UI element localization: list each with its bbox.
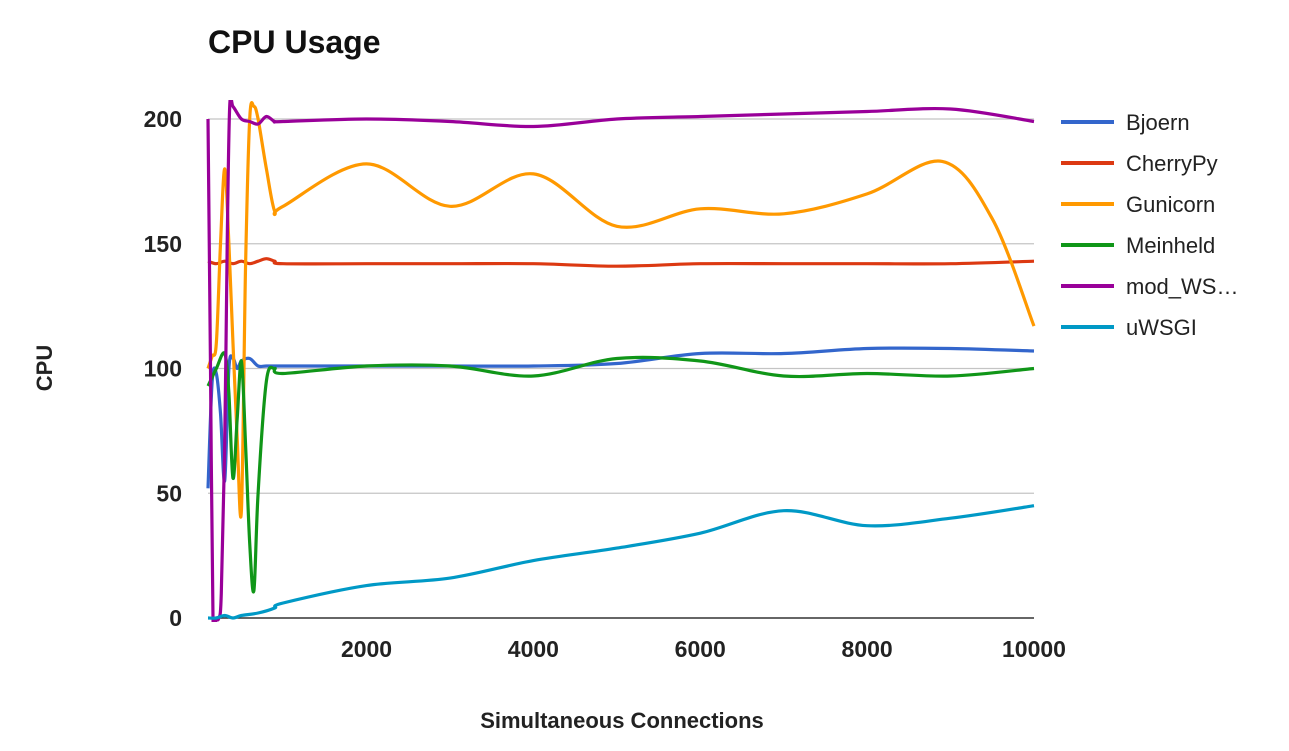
series-line bbox=[206, 101, 1036, 519]
y-axis-title: CPU bbox=[32, 345, 57, 391]
chart-title: CPU Usage bbox=[208, 24, 381, 60]
x-tick-label: 2000 bbox=[341, 636, 392, 662]
legend: Bjoern CherryPy Gunicorn Meinheld mod_WS… uWS… bbox=[1061, 110, 1238, 340]
x-axis: 2000 4000 6000 8000 10000 bbox=[341, 636, 1066, 662]
x-tick-label: 10000 bbox=[1002, 636, 1066, 662]
y-tick-label: 200 bbox=[144, 106, 182, 132]
legend-label: mod_WS… bbox=[1126, 274, 1238, 299]
series-line bbox=[207, 257, 1035, 268]
series-line bbox=[206, 351, 1035, 594]
plot-area bbox=[206, 100, 1036, 622]
x-tick-label: 8000 bbox=[842, 636, 893, 662]
legend-label: uWSGI bbox=[1126, 315, 1197, 340]
y-tick-label: 100 bbox=[144, 356, 182, 382]
y-tick-label: 50 bbox=[156, 480, 182, 506]
series-line bbox=[206, 346, 1035, 489]
x-tick-label: 6000 bbox=[675, 636, 726, 662]
legend-label: Bjoern bbox=[1126, 110, 1190, 135]
legend-label: Gunicorn bbox=[1126, 192, 1215, 217]
y-axis: 0 50 100 150 200 bbox=[144, 106, 182, 631]
y-tick-label: 150 bbox=[144, 231, 182, 257]
legend-label: Meinheld bbox=[1126, 233, 1215, 258]
x-axis-title: Simultaneous Connections bbox=[480, 708, 764, 733]
y-tick-label: 0 bbox=[169, 605, 182, 631]
legend-label: CherryPy bbox=[1126, 151, 1218, 176]
x-tick-label: 4000 bbox=[508, 636, 559, 662]
series-line bbox=[207, 504, 1035, 620]
